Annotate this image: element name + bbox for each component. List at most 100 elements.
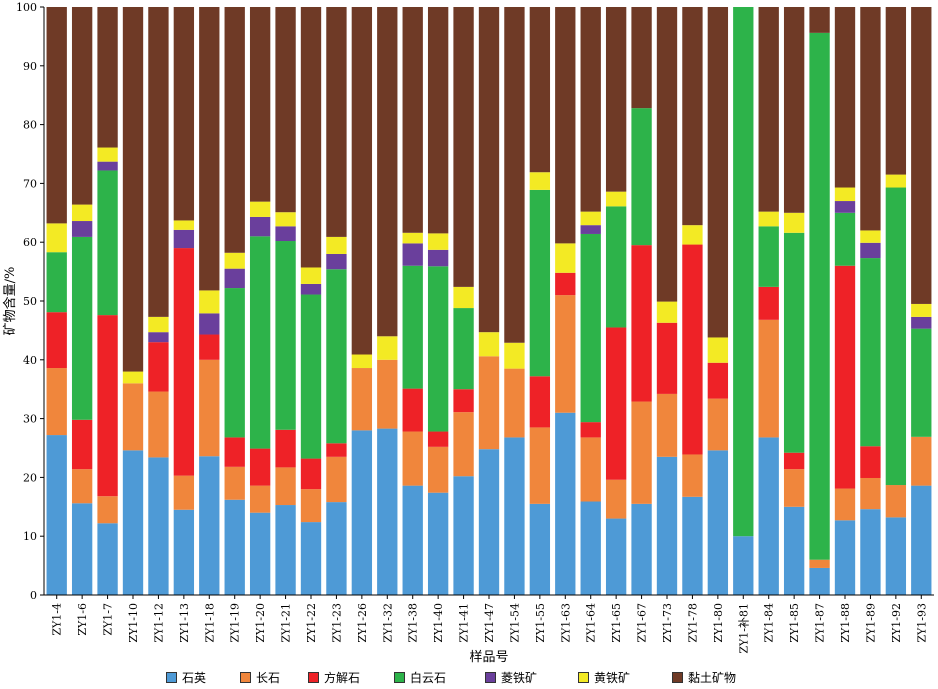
legend-item: 黄铁矿 [578,668,630,686]
bar-segment-ZY1-67-s6 [631,7,652,109]
bar-segment-ZY1-12-s2 [148,342,169,392]
bar-segment-ZY1-7-s4 [97,161,118,171]
bar-segment-ZY1-88-s1 [834,488,856,521]
legend-item: 石英 [166,668,206,686]
bar-segment-ZY1-64-s1 [580,437,601,502]
legend-swatch [240,671,251,683]
bar-segment-ZY1-67-s3 [631,108,652,246]
bar-segment-ZY1-12-s5 [148,316,169,333]
bar-segment-ZY1-80-s0 [707,450,729,595]
bar-segment-ZY1-89-s3 [860,258,881,447]
bar-segment-ZY1-93-s1 [911,436,932,486]
bar-segment-ZY1-88-s6 [834,7,856,188]
bar-segment-ZY1-38-s5 [402,232,423,244]
bar-segment-ZY1-38-s1 [402,431,423,486]
x-tick-label: ZY1-38 [407,603,420,643]
bar-segment-ZY1-88-s4 [834,201,856,213]
bar-segment-ZY1-87-s0 [809,567,830,595]
axes-layer: 0 10 20 30 40 50 60 70 80 90 100 ZY1-4 ZY1-6 ZY1-7 ZY1… [16,1,934,654]
legend-label: 白云石 [410,670,447,685]
x-tick-label: ZY1-12 [152,603,165,643]
x-tick-label: ZY1-63 [559,603,572,643]
legend-swatch [578,671,589,683]
bar-segment-ZY1-18-s4 [199,313,220,335]
y-tick-label: 100 [16,1,37,14]
y-tick-label: 10 [23,530,37,543]
bar-segment-ZY1-85-s1 [783,469,805,507]
bar-segment-ZY1-13-s2 [173,248,195,476]
legend-item: 白云石 [394,668,446,686]
bar-segment-ZY1-84-s5 [758,211,779,227]
x-tick-label: ZY1-73 [661,603,674,643]
bar-segment-ZY1-32-s0 [377,428,398,595]
bar-segment-ZY1-21-s2 [275,429,296,468]
bar-segment-ZY1-73-s2 [656,322,678,394]
bar-segment-ZY1-63-s2 [555,272,576,296]
bar-segment-ZY1-20-s0 [249,512,271,595]
bar-segment-ZY1-4-s6 [46,7,67,224]
bar-segment-ZY1-55-s2 [529,376,551,428]
legend-item: 黏土矿物 [672,668,736,686]
bar-segment-ZY1-19-s0 [224,499,245,595]
x-tick-label: ZY1-78 [686,603,699,643]
x-tick-label: ZY1-40 [432,603,445,643]
legend-label: 长石 [256,670,281,685]
bar-segment-ZY1-55-s3 [529,189,551,377]
bar-segment-ZY1-41-s5 [453,286,474,309]
x-tick-label: ZY1-32 [381,603,394,643]
bar-segment-ZY1-10-s0 [122,450,144,595]
bar-segment-ZY1-20-s5 [249,201,271,217]
bar-segment-ZY1-47-s1 [478,356,500,450]
bar-segment-ZY1-64-s5 [580,211,601,226]
x-tick-label: ZY1-54 [508,603,521,643]
bar-segment-ZY1-41-s6 [453,7,474,287]
bar-segment-ZY1-7-s1 [97,496,118,524]
bar-segment-ZY1-22-s3 [300,294,322,459]
legend-item: 长石 [240,668,280,686]
x-tick-label: ZY1-93 [915,603,928,643]
bar-segment-ZY1-55-s6 [529,7,551,173]
y-tick-label: 90 [23,60,37,73]
legend-item: 方解石 [308,668,360,686]
bar-segment-ZY1-55-s1 [529,427,551,504]
bar-segment-ZY1-41-s0 [453,476,474,595]
x-tick-label: ZY1-7 [102,603,115,636]
bar-segment-ZY1-19-s4 [224,268,245,289]
bar-segment-ZY1-7-s6 [97,7,118,148]
bar-segment-ZY1-92-s3 [885,187,907,486]
bar-segment-ZY1-78-s6 [682,7,703,226]
bar-segment-ZY1-23-s3 [326,269,347,444]
bar-segment-ZY1-84-s1 [758,319,779,438]
x-tick-label: ZY1-23 [330,603,343,643]
bar-segment-ZY1-80-s6 [707,7,729,338]
bar-segment-ZY1-20-s3 [249,236,271,449]
bar-segment-ZY1-21-s5 [275,212,296,227]
bar-segment-ZY1-89-s2 [860,446,881,478]
x-tick-label: ZY1-67 [636,603,649,643]
bar-segment-ZY1-7-s3 [97,170,118,316]
bar-segment-ZY1-89-s6 [860,7,881,231]
bar-segment-ZY1-13-s1 [173,475,195,510]
bar-segment-ZY1-32-s5 [377,336,398,360]
legend-label: 黏土矿物 [688,670,737,685]
bar-segment-ZY1-21-s1 [275,467,296,506]
bar-segment-ZY1-22-s2 [300,458,322,490]
bar-segment-ZY1-18-s0 [199,456,220,595]
bar-segment-ZY1-85-s0 [783,506,805,595]
bar-segment-ZY1-54-s6 [504,7,525,343]
bar-segment-ZY1-20-s4 [249,216,271,237]
bar-segment-ZY1-19-s5 [224,252,245,269]
legend-label: 黄铁矿 [594,670,631,685]
y-tick-label: 80 [23,119,37,132]
legend-label: 菱铁矿 [501,670,538,685]
bar-segment-ZY1-21-s4 [275,226,296,242]
legend-swatch [485,671,496,683]
bar-segment-ZY1-23-s6 [326,7,347,237]
bar-segment-ZY1-41-s3 [453,308,474,390]
bar-segment-ZY1-40-s5 [427,233,449,250]
bar-segment-ZY1-6-s5 [71,204,93,222]
x-tick-label: ZY1-补81 [737,603,750,654]
x-tick-label: ZY1-65 [610,603,623,643]
stacked-bar-chart: 0 10 20 30 40 50 60 70 80 90 100 ZY1-4 ZY1-6 ZY1-7 ZY1… [2,1,934,665]
bar-segment-ZY1-7-s0 [97,523,118,595]
